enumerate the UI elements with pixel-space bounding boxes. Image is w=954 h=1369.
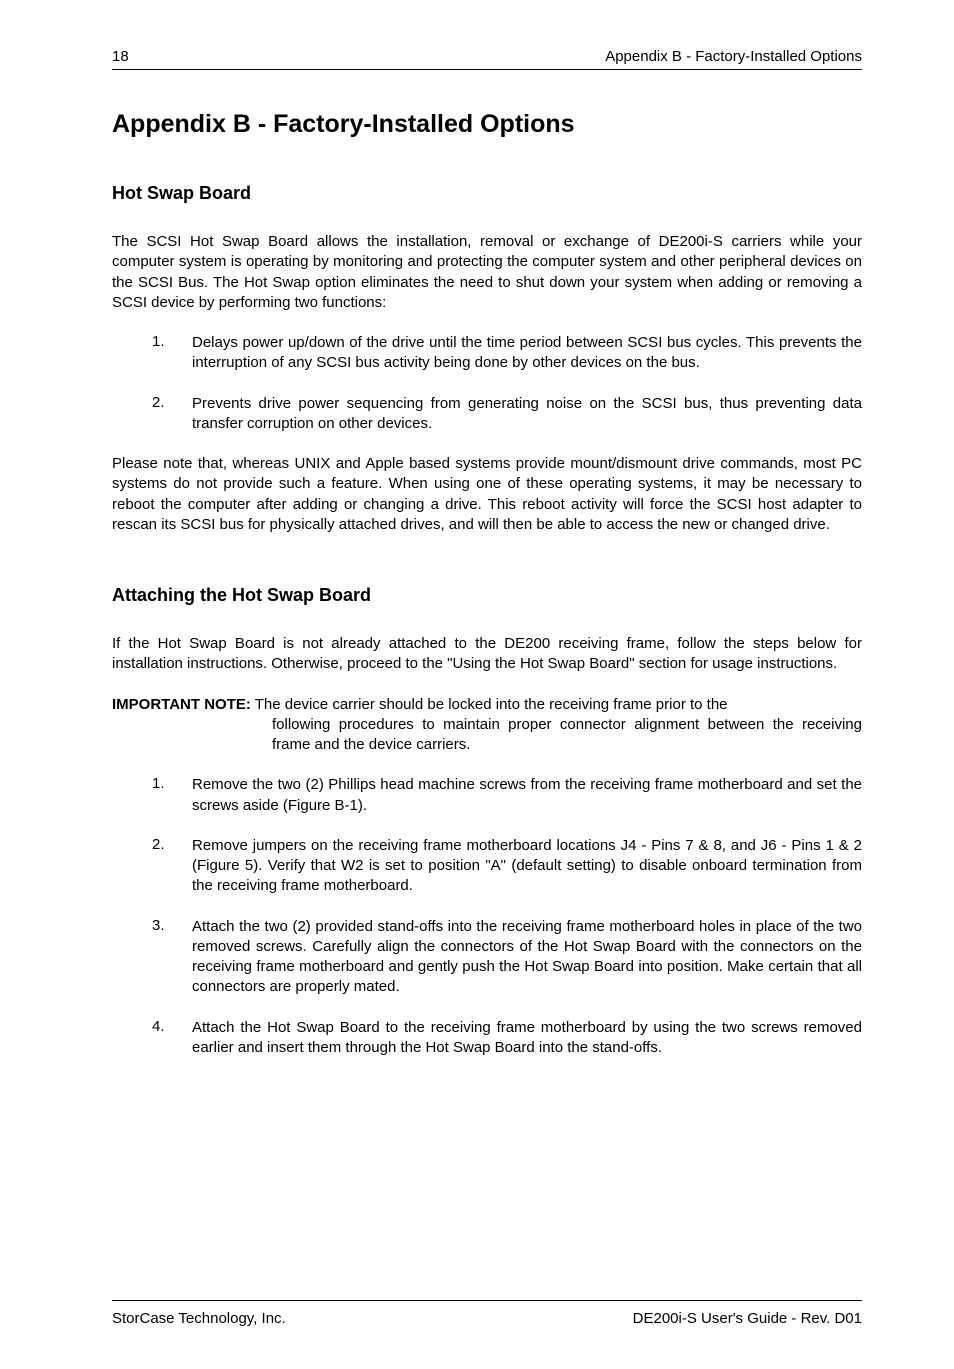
page-header: 18 Appendix B - Factory-Installed Option… bbox=[112, 48, 862, 65]
list-item: 1. Delays power up/down of the drive unt… bbox=[152, 333, 862, 374]
list-number: 4. bbox=[152, 1018, 192, 1059]
list-item: 2. Remove jumpers on the receiving frame… bbox=[152, 836, 862, 897]
header-rule bbox=[112, 69, 862, 70]
section-gap bbox=[112, 555, 862, 585]
paragraph: If the Hot Swap Board is not already att… bbox=[112, 634, 862, 675]
list-number: 1. bbox=[152, 775, 192, 816]
note-first-line: The device carrier should be locked into… bbox=[251, 696, 728, 713]
footer-rule bbox=[112, 1300, 862, 1301]
list-item: 1. Remove the two (2) Phillips head mach… bbox=[152, 775, 862, 816]
section-heading: Attaching the Hot Swap Board bbox=[112, 585, 862, 606]
list-number: 2. bbox=[152, 394, 192, 435]
note-continuation: following procedures to maintain proper … bbox=[112, 715, 862, 756]
footer-right: DE200i-S User's Guide - Rev. D01 bbox=[633, 1310, 862, 1327]
ordered-list: 1. Delays power up/down of the drive unt… bbox=[152, 333, 862, 434]
footer-left: StorCase Technology, Inc. bbox=[112, 1310, 286, 1327]
list-item: 4. Attach the Hot Swap Board to the rece… bbox=[152, 1018, 862, 1059]
note-label: IMPORTANT NOTE: bbox=[112, 696, 251, 713]
list-number: 3. bbox=[152, 917, 192, 998]
ordered-list: 1. Remove the two (2) Phillips head mach… bbox=[152, 775, 862, 1058]
paragraph: The SCSI Hot Swap Board allows the insta… bbox=[112, 232, 862, 313]
list-text: Remove jumpers on the receiving frame mo… bbox=[192, 836, 862, 897]
main-title: Appendix B - Factory-Installed Options bbox=[112, 110, 862, 139]
list-number: 2. bbox=[152, 836, 192, 897]
page-number: 18 bbox=[112, 48, 129, 65]
page-footer: StorCase Technology, Inc. DE200i-S User'… bbox=[112, 1310, 862, 1327]
section-heading: Hot Swap Board bbox=[112, 183, 862, 204]
paragraph: Please note that, whereas UNIX and Apple… bbox=[112, 454, 862, 535]
list-text: Attach the two (2) provided stand-offs i… bbox=[192, 917, 862, 998]
page: 18 Appendix B - Factory-Installed Option… bbox=[0, 0, 954, 1369]
list-text: Delays power up/down of the drive until … bbox=[192, 333, 862, 374]
important-note: IMPORTANT NOTE: The device carrier shoul… bbox=[112, 695, 862, 756]
list-number: 1. bbox=[152, 333, 192, 374]
list-text: Prevents drive power sequencing from gen… bbox=[192, 394, 862, 435]
header-title: Appendix B - Factory-Installed Options bbox=[605, 48, 862, 65]
list-item: 3. Attach the two (2) provided stand-off… bbox=[152, 917, 862, 998]
list-item: 2. Prevents drive power sequencing from … bbox=[152, 394, 862, 435]
list-text: Attach the Hot Swap Board to the receivi… bbox=[192, 1018, 862, 1059]
list-text: Remove the two (2) Phillips head machine… bbox=[192, 775, 862, 816]
